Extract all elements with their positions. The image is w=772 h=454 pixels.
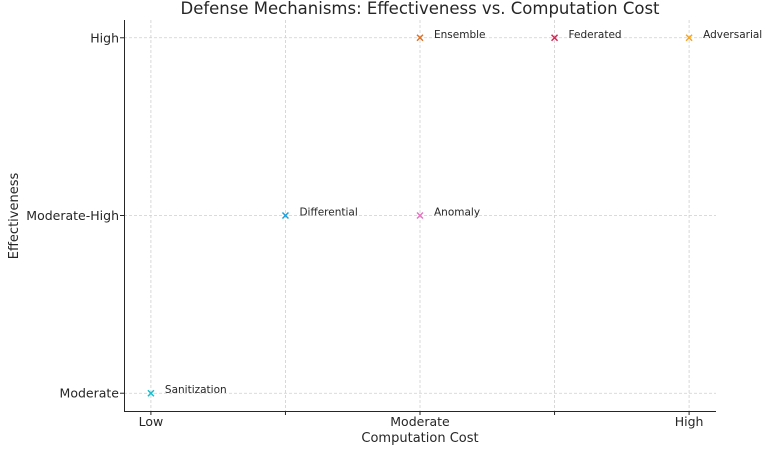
x-tick-label: Low [139, 414, 164, 429]
point-label: Sanitization [165, 384, 227, 396]
tick-layer: Low Moderate High Moderate Moderate-High High [26, 30, 703, 429]
point-label: Federated [569, 29, 622, 41]
x-marker [685, 34, 693, 42]
point-ensemble: Ensemble [416, 29, 486, 42]
point-federated: Federated [551, 29, 622, 42]
chart-title: Defense Mechanisms: Effectiveness vs. Co… [180, 0, 660, 18]
x-marker [281, 211, 289, 220]
y-axis-label: Effectiveness [7, 173, 22, 260]
x-axis-label: Computation Cost [361, 431, 478, 446]
point-differential: Differential [281, 207, 358, 220]
point-label: Differential [299, 207, 357, 219]
point-sanitization: Sanitization [147, 384, 227, 397]
point-label: Ensemble [434, 29, 486, 41]
y-tick-label: Moderate [60, 386, 120, 401]
x-marker [416, 34, 424, 42]
point-label: Anomaly [434, 207, 480, 219]
point-layer: Sanitization Differential Anomaly Ensemble F… [147, 29, 762, 397]
point-anomaly: Anomaly [416, 207, 480, 220]
x-marker [147, 389, 155, 397]
x-tick-label: High [675, 414, 704, 429]
y-tick-label: Moderate-High [26, 208, 119, 223]
x-marker [551, 34, 559, 42]
x-marker [416, 211, 424, 220]
y-tick-label: High [90, 30, 119, 45]
x-tick-label: Moderate [390, 414, 450, 429]
point-adversarial: Adversarial [685, 29, 762, 42]
point-label: Adversarial [703, 29, 762, 41]
